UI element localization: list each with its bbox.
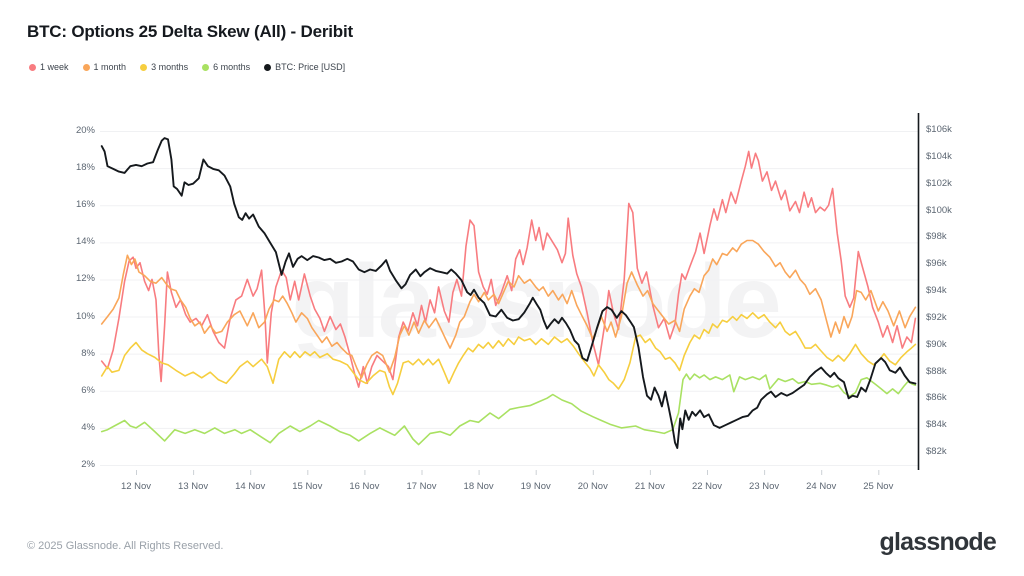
y-right-tick-label: $92k bbox=[926, 311, 947, 323]
legend-item-3-months[interactable]: 3 months bbox=[140, 62, 188, 72]
series-line-btc-price-usd bbox=[100, 137, 917, 449]
chart-plot-area[interactable] bbox=[100, 113, 918, 470]
x-tick-label: 25 Nov bbox=[863, 481, 894, 492]
y-left-tick-label: 20% bbox=[75, 125, 95, 136]
legend-item-1-month[interactable]: 1 month bbox=[82, 62, 127, 72]
y-right-tick-label: $98k bbox=[926, 231, 947, 243]
y-right-tick-label: $90k bbox=[926, 338, 947, 350]
x-tick-label: 22 Nov bbox=[691, 481, 723, 492]
legend-item-1-week[interactable]: 1 week bbox=[29, 62, 69, 72]
copyright-text: © 2025 Glassnode. All Rights Reserved. bbox=[27, 540, 224, 552]
legend-dot-icon bbox=[202, 63, 210, 71]
legend-dot-icon bbox=[264, 63, 272, 71]
y-left-tick-label: 2% bbox=[81, 458, 95, 470]
x-tick-label: 14 Nov bbox=[235, 481, 266, 492]
y-left-tick-label: 8% bbox=[81, 347, 95, 359]
y-left-tick-label: 10% bbox=[75, 310, 95, 322]
y-left-tick-label: 12% bbox=[75, 273, 95, 285]
legend-label: 3 months bbox=[151, 62, 189, 72]
x-tick-label: 21 Nov bbox=[634, 481, 665, 492]
y-right-tick-label: $106k bbox=[926, 124, 952, 135]
x-tick-label: 13 Nov bbox=[178, 481, 209, 492]
legend-dot-icon bbox=[140, 63, 148, 71]
x-tick-label: 18 Nov bbox=[463, 481, 494, 492]
y-left-tick-label: 16% bbox=[75, 199, 95, 211]
x-tick-label: 19 Nov bbox=[520, 481, 551, 492]
legend-label: 1 month bbox=[93, 62, 127, 72]
x-tick-label: 17 Nov bbox=[406, 481, 437, 492]
legend-item-6-months[interactable]: 6 months bbox=[202, 62, 250, 72]
y-right-tick-label: $86k bbox=[926, 392, 947, 404]
page-title: BTC: Options 25 Delta Skew (All) - Derib… bbox=[27, 22, 353, 41]
x-tick-label: 23 Nov bbox=[749, 481, 780, 492]
legend-dot-icon bbox=[29, 63, 36, 71]
series-line-1-week bbox=[100, 150, 917, 388]
legend-label: BTC: Price [USD] bbox=[275, 62, 346, 72]
x-tick-label: 15 Nov bbox=[292, 481, 323, 492]
y-right-tick-label: $104k bbox=[926, 150, 952, 162]
y-left-tick-label: 14% bbox=[75, 236, 95, 248]
y-right-tick-label: $96k bbox=[926, 258, 947, 270]
y-left-tick-label: 18% bbox=[75, 162, 95, 174]
x-tick-label: 24 Nov bbox=[806, 481, 837, 492]
y-right-tick-label: $84k bbox=[926, 419, 947, 431]
y-left-tick-label: 6% bbox=[81, 384, 95, 396]
series-line-1-month bbox=[100, 239, 917, 379]
y-right-tick-label: $100k bbox=[926, 204, 952, 216]
y-right-tick-label: $82k bbox=[926, 446, 947, 457]
x-tick-label: 16 Nov bbox=[349, 481, 380, 492]
y-right-tick-label: $102k bbox=[926, 177, 952, 189]
series-line-3-months bbox=[100, 311, 917, 396]
x-tick-label: 12 Nov bbox=[120, 481, 152, 492]
y-right-tick-label: $88k bbox=[926, 365, 947, 377]
legend-dot-icon bbox=[82, 63, 90, 71]
legend-item-btc-price-usd[interactable]: BTC: Price [USD] bbox=[264, 62, 345, 72]
glassnode-logo: glassnode bbox=[879, 528, 997, 556]
y-left-tick-label: 4% bbox=[81, 421, 95, 433]
legend-label: 6 months bbox=[213, 62, 251, 72]
x-tick-label: 20 Nov bbox=[577, 481, 608, 492]
chart-legend: 1 week 1 month 3 months 6 months BTC: Price … bbox=[29, 62, 345, 72]
series-line-6-months bbox=[100, 373, 917, 446]
y-right-tick-label: $94k bbox=[926, 285, 947, 296]
legend-label: 1 week bbox=[40, 62, 69, 72]
